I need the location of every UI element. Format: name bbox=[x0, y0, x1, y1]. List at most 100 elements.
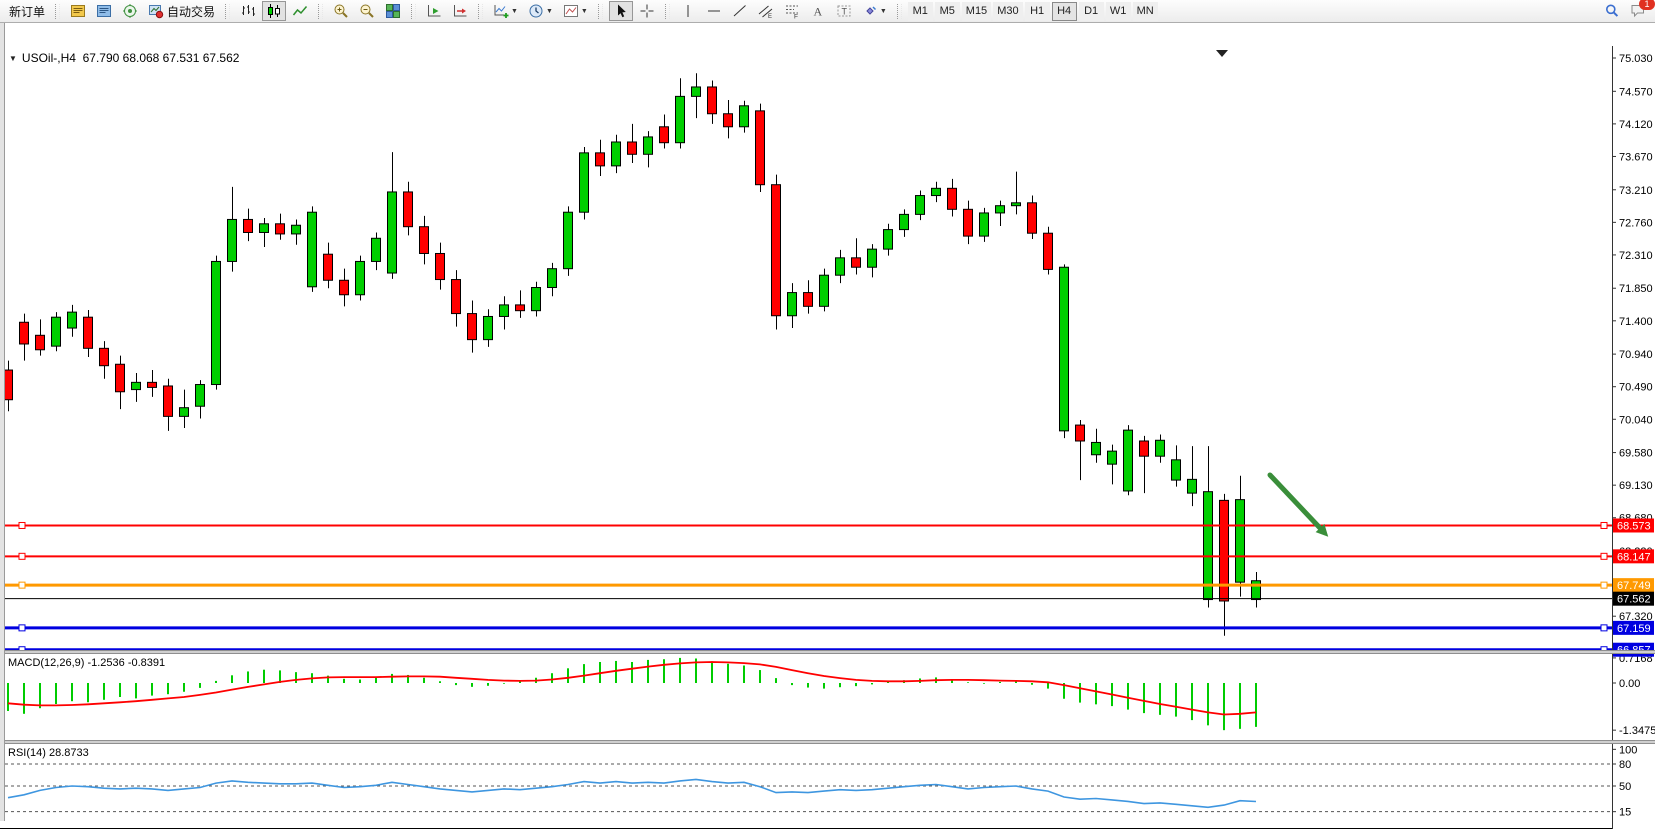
price-tick-label: 69.130 bbox=[1619, 480, 1653, 492]
search-icon bbox=[1606, 4, 1619, 17]
horizontal-line-icon bbox=[707, 10, 720, 12]
horizontal-line-button[interactable] bbox=[702, 1, 726, 21]
main-chart-canvas[interactable] bbox=[0, 46, 1612, 650]
candlestick-icon bbox=[268, 4, 281, 18]
cursor-button[interactable] bbox=[608, 1, 633, 21]
text-label-button[interactable]: T bbox=[832, 1, 856, 21]
chevron-down-icon: ▼ bbox=[879, 7, 887, 15]
new-order-button[interactable]: 新订单 bbox=[5, 1, 49, 21]
chart-shift-icon bbox=[454, 5, 467, 17]
rsi-tick-label: 80 bbox=[1619, 759, 1631, 771]
macd-pane-canvas[interactable] bbox=[0, 654, 1612, 740]
trendline-button[interactable] bbox=[728, 1, 752, 21]
timeframe-button-M15[interactable]: M15 bbox=[961, 1, 992, 21]
candlestick-button[interactable] bbox=[262, 1, 287, 21]
notification-badge: 1 bbox=[1639, 0, 1655, 10]
market-watch-button[interactable] bbox=[66, 1, 90, 21]
one-click-collapse-icon[interactable]: ▼ bbox=[9, 54, 17, 63]
tile-windows-icon bbox=[386, 4, 401, 18]
navigator-button[interactable] bbox=[118, 1, 142, 21]
equidistant-channel-button[interactable]: E bbox=[754, 1, 778, 21]
search-button[interactable] bbox=[1600, 1, 1624, 21]
crosshair-button[interactable] bbox=[635, 1, 659, 21]
timeframe-button-MN[interactable]: MN bbox=[1132, 1, 1158, 21]
cursor-icon bbox=[617, 4, 626, 18]
text-icon: A bbox=[813, 5, 822, 19]
zoom-in-icon bbox=[334, 4, 348, 18]
macd-indicator-label: MACD(12,26,9) -1.2536 -0.8391 bbox=[8, 657, 166, 669]
channel-icon: E bbox=[758, 5, 773, 19]
fibonacci-icon: F bbox=[785, 5, 798, 20]
timeframe-button-H4[interactable]: H4 bbox=[1051, 1, 1077, 21]
timeframe-button-D1[interactable]: D1 bbox=[1078, 1, 1104, 21]
toolbar-gripper bbox=[55, 3, 61, 19]
timeframe-group: M1 M5 M15 M30 H1 H4 D1 W1 MN bbox=[907, 1, 1159, 21]
chevron-down-icon: ▼ bbox=[580, 7, 588, 15]
price-tick-label: 73.210 bbox=[1619, 185, 1653, 197]
price-tick-label: 74.120 bbox=[1619, 119, 1653, 131]
macd-tick-label: -1.3475 bbox=[1619, 725, 1655, 737]
vertical-line-button[interactable] bbox=[676, 1, 700, 21]
auto-scroll-button[interactable] bbox=[422, 1, 446, 21]
text-button[interactable]: A bbox=[806, 1, 830, 21]
timeframe-button-W1[interactable]: W1 bbox=[1105, 1, 1131, 21]
vertical-line-icon bbox=[687, 5, 689, 17]
window-left-edge bbox=[0, 23, 5, 821]
price-tick-label: 71.850 bbox=[1619, 283, 1653, 295]
chart-area: 75.030 74.570 74.120 73.670 73.210 72.760 72.3… bbox=[0, 23, 1655, 829]
price-tick-label: 74.570 bbox=[1619, 86, 1653, 98]
line-chart-button[interactable] bbox=[288, 1, 312, 21]
toolbar-gripper bbox=[664, 3, 670, 19]
price-tick-label: 69.580 bbox=[1619, 448, 1653, 460]
periods-button[interactable]: ▼ bbox=[524, 1, 557, 21]
periods-icon bbox=[529, 4, 543, 18]
autotrade-label: 自动交易 bbox=[167, 4, 216, 19]
arrows-icon bbox=[866, 6, 876, 15]
timeframe-button-H1[interactable]: H1 bbox=[1024, 1, 1050, 21]
chart-title: ▼ USOil-,H4 67.790 68.068 67.531 67.562 bbox=[9, 51, 239, 65]
templates-button[interactable]: ▼ bbox=[559, 1, 592, 21]
text-label-icon: T bbox=[837, 5, 851, 17]
svg-text:E: E bbox=[768, 14, 772, 19]
rsi-pane-canvas[interactable] bbox=[0, 744, 1612, 828]
price-tick-label: 75.030 bbox=[1619, 53, 1653, 65]
macd-tick-label: 0.00 bbox=[1619, 678, 1640, 690]
pane-splitter-macd[interactable] bbox=[0, 650, 1655, 654]
rsi-tick-label: 15 bbox=[1619, 807, 1631, 819]
toolbar-gripper bbox=[318, 3, 324, 19]
timeframe-button-M5[interactable]: M5 bbox=[934, 1, 960, 21]
bar-chart-button[interactable] bbox=[236, 1, 260, 21]
toolbar-gripper bbox=[896, 3, 902, 19]
price-tick-label: 72.760 bbox=[1619, 217, 1653, 229]
fibonacci-button[interactable]: F bbox=[780, 1, 804, 21]
zoom-out-button[interactable] bbox=[355, 1, 379, 21]
trendline-icon bbox=[733, 5, 746, 17]
price-tick-label: 70.490 bbox=[1619, 382, 1653, 394]
bar-chart-icon bbox=[242, 5, 256, 16]
toolbar-gripper bbox=[225, 3, 231, 19]
symbol-period-label: USOil-,H4 bbox=[21, 51, 76, 65]
auto-scroll-icon bbox=[428, 5, 441, 17]
pane-splitter-rsi[interactable] bbox=[0, 740, 1655, 744]
arrows-button[interactable]: ▼ bbox=[858, 1, 891, 21]
toolbar: 新订单 自动交易 bbox=[0, 0, 1655, 23]
price-line-label: 67.159 bbox=[1617, 623, 1651, 635]
price-axis[interactable]: 75.030 74.570 74.120 73.670 73.210 72.760 72.3… bbox=[1612, 46, 1655, 829]
timeframe-button-M1[interactable]: M1 bbox=[907, 1, 933, 21]
zoom-in-button[interactable] bbox=[329, 1, 353, 21]
tile-windows-button[interactable] bbox=[381, 1, 405, 21]
data-window-button[interactable] bbox=[92, 1, 116, 21]
indicators-button[interactable]: ▼ bbox=[489, 1, 522, 21]
market-watch-icon bbox=[71, 5, 86, 17]
timeframe-button-M30[interactable]: M30 bbox=[993, 1, 1023, 21]
chart-shift-button[interactable] bbox=[448, 1, 472, 21]
indicators-icon bbox=[494, 5, 509, 18]
svg-text:F: F bbox=[794, 14, 798, 20]
chevron-down-icon: ▼ bbox=[511, 7, 518, 15]
autotrade-button[interactable]: 自动交易 bbox=[144, 1, 219, 21]
navigator-icon bbox=[123, 4, 138, 18]
svg-text:A: A bbox=[813, 5, 822, 19]
price-tick-label: 73.670 bbox=[1619, 151, 1653, 163]
templates-icon bbox=[563, 5, 578, 17]
